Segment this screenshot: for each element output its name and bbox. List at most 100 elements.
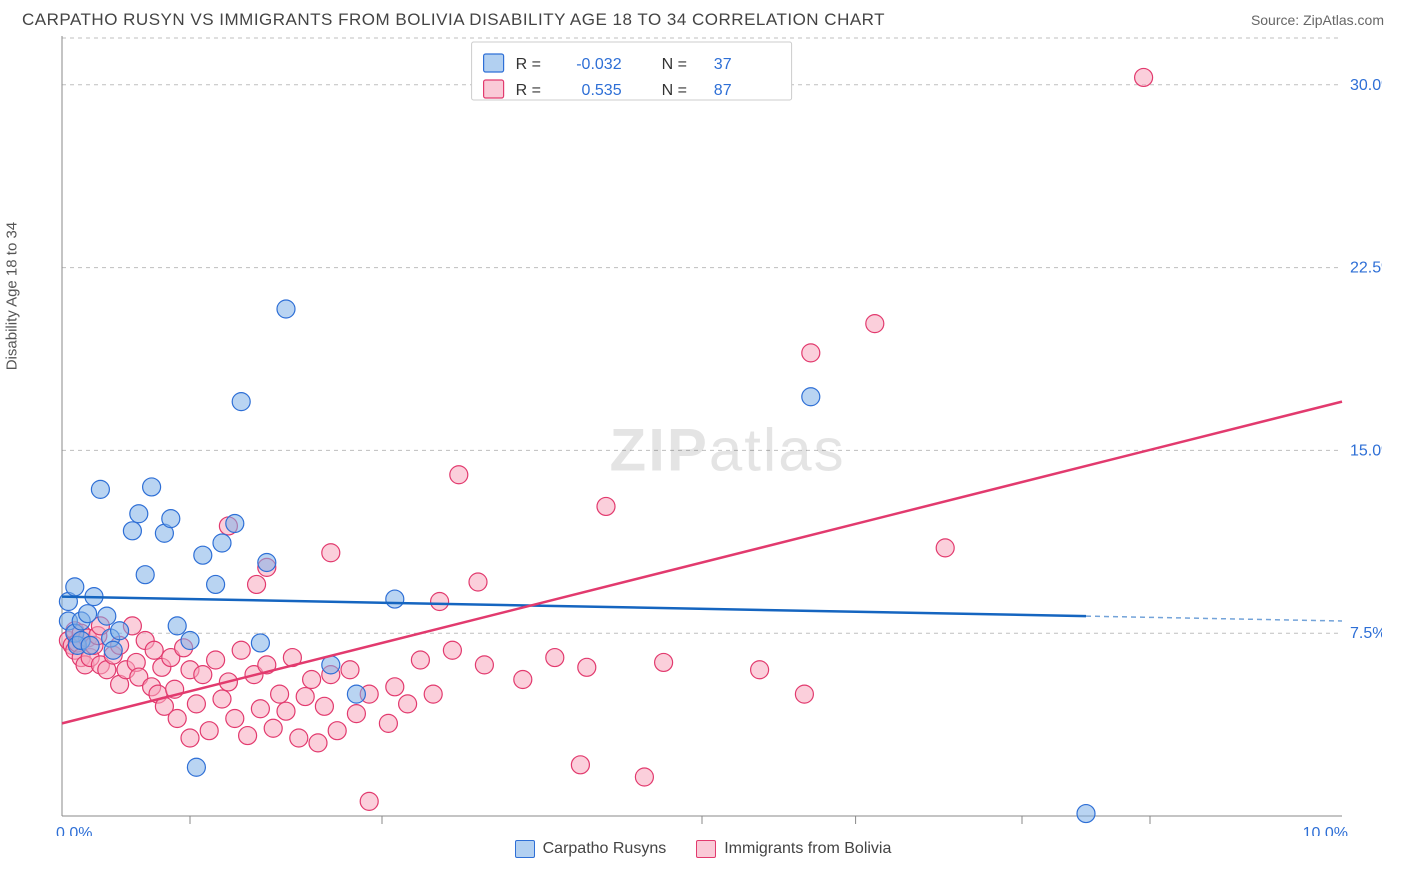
data-point-pink — [431, 593, 449, 611]
data-point-blue — [232, 393, 250, 411]
data-point-blue — [91, 480, 109, 498]
data-point-pink — [936, 539, 954, 557]
y-tick-label: 30.0% — [1350, 77, 1382, 94]
data-point-pink — [1135, 68, 1153, 86]
data-point-blue — [251, 634, 269, 652]
data-point-pink — [546, 649, 564, 667]
data-point-pink — [187, 695, 205, 713]
legend-swatch-pink — [696, 840, 716, 858]
data-point-pink — [475, 656, 493, 674]
corr-r-value: -0.032 — [576, 56, 621, 73]
y-tick-label: 7.5% — [1350, 625, 1382, 642]
legend: Carpatho Rusyns Immigrants from Bolivia — [0, 840, 1406, 858]
data-point-blue — [143, 478, 161, 496]
data-point-pink — [328, 722, 346, 740]
data-point-pink — [751, 661, 769, 679]
data-point-pink — [469, 573, 487, 591]
data-point-pink — [303, 671, 321, 689]
data-point-blue — [213, 534, 231, 552]
data-point-blue — [168, 617, 186, 635]
data-point-pink — [251, 700, 269, 718]
data-point-pink — [341, 661, 359, 679]
data-point-pink — [239, 727, 257, 745]
data-point-pink — [315, 697, 333, 715]
data-point-pink — [213, 690, 231, 708]
data-point-pink — [290, 729, 308, 747]
scatter-chart: 7.5% 15.0% 22.5% 30.0% 0.0% 10.0% ZIPatlas R = -… — [22, 36, 1382, 836]
data-point-pink — [424, 685, 442, 703]
data-point-pink — [181, 729, 199, 747]
data-point-blue — [1077, 805, 1095, 823]
data-point-pink — [226, 710, 244, 728]
data-point-pink — [655, 653, 673, 671]
data-point-blue — [104, 641, 122, 659]
trend-line-blue — [62, 597, 1086, 617]
legend-label-blue: Carpatho Rusyns — [543, 840, 667, 858]
data-point-pink — [514, 671, 532, 689]
data-point-blue — [347, 685, 365, 703]
data-point-pink — [795, 685, 813, 703]
data-point-pink — [347, 705, 365, 723]
data-point-pink — [168, 710, 186, 728]
data-point-pink — [200, 722, 218, 740]
data-point-pink — [207, 651, 225, 669]
data-point-blue — [162, 510, 180, 528]
data-point-pink — [597, 497, 615, 515]
data-point-pink — [277, 702, 295, 720]
corr-swatch — [484, 54, 504, 72]
corr-swatch — [484, 80, 504, 98]
y-axis-label: Disability Age 18 to 34 — [4, 222, 21, 370]
data-point-pink — [360, 792, 378, 810]
data-point-blue — [207, 575, 225, 593]
data-point-blue — [81, 636, 99, 654]
data-point-blue — [136, 566, 154, 584]
x-tick-label: 0.0% — [56, 825, 92, 836]
x-tick-label: 10.0% — [1303, 825, 1348, 836]
data-point-blue — [66, 578, 84, 596]
corr-n-label: N = — [662, 56, 687, 73]
data-point-pink — [802, 344, 820, 362]
data-point-pink — [866, 315, 884, 333]
watermark: ZIPatlas — [610, 416, 846, 483]
data-point-pink — [322, 544, 340, 562]
trend-line-blue-dashed — [1086, 616, 1342, 621]
data-point-blue — [386, 590, 404, 608]
source-label: Source: ZipAtlas.com — [1251, 12, 1384, 28]
legend-item-blue: Carpatho Rusyns — [515, 840, 667, 858]
data-point-blue — [130, 505, 148, 523]
data-point-pink — [309, 734, 327, 752]
data-point-pink — [145, 641, 163, 659]
data-point-pink — [571, 756, 589, 774]
data-point-pink — [450, 466, 468, 484]
data-point-pink — [399, 695, 417, 713]
data-point-blue — [79, 605, 97, 623]
data-point-blue — [226, 515, 244, 533]
corr-r-value: 0.535 — [582, 82, 622, 99]
data-point-blue — [258, 554, 276, 572]
data-point-blue — [123, 522, 141, 540]
legend-swatch-blue — [515, 840, 535, 858]
chart-title: CARPATHO RUSYN VS IMMIGRANTS FROM BOLIVI… — [22, 10, 885, 30]
corr-r-label: R = — [516, 82, 541, 99]
data-point-blue — [98, 607, 116, 625]
data-point-blue — [187, 758, 205, 776]
data-point-blue — [802, 388, 820, 406]
data-point-pink — [264, 719, 282, 737]
corr-r-label: R = — [516, 56, 541, 73]
data-point-pink — [194, 666, 212, 684]
data-point-pink — [379, 714, 397, 732]
data-point-pink — [271, 685, 289, 703]
data-point-pink — [578, 658, 596, 676]
legend-item-pink: Immigrants from Bolivia — [696, 840, 891, 858]
data-point-blue — [277, 300, 295, 318]
y-tick-label: 22.5% — [1350, 260, 1382, 277]
y-tick-label: 15.0% — [1350, 442, 1382, 459]
data-point-pink — [296, 688, 314, 706]
data-point-pink — [411, 651, 429, 669]
corr-n-label: N = — [662, 82, 687, 99]
data-point-pink — [386, 678, 404, 696]
corr-n-value: 87 — [714, 82, 732, 99]
data-point-pink — [635, 768, 653, 786]
data-point-blue — [194, 546, 212, 564]
data-point-pink — [248, 575, 266, 593]
